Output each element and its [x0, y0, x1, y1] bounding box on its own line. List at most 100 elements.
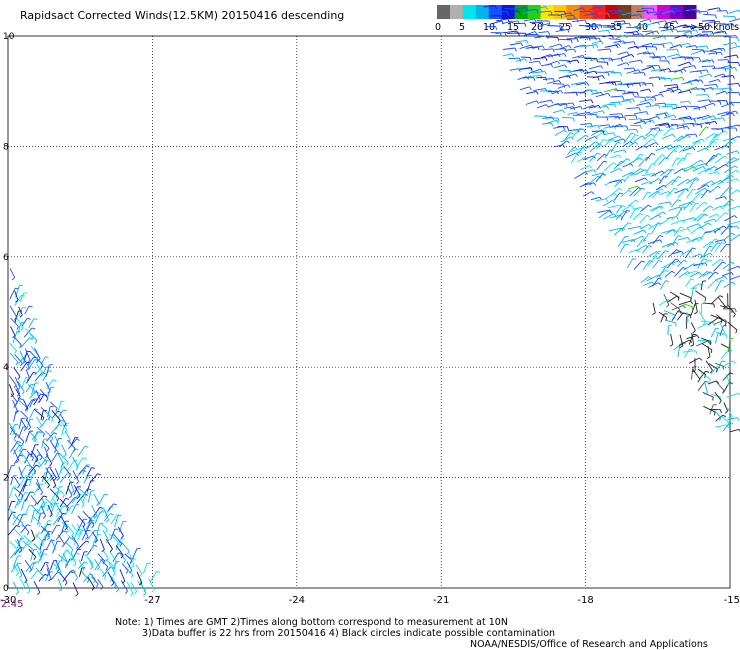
wind-barb-flag [625, 235, 629, 238]
wind-barb-flag [657, 222, 661, 226]
wind-barb [17, 354, 27, 365]
wind-barb [558, 74, 569, 79]
wind-barb [686, 57, 700, 59]
wind-barb-flag [700, 253, 703, 257]
legend-swatch [475, 5, 490, 19]
wind-barb-flag [709, 378, 711, 383]
wind-barb [586, 113, 597, 116]
wind-barb [46, 432, 55, 442]
wind-barb-flag [709, 24, 713, 29]
wind-barb-flag [658, 105, 661, 109]
wind-barb [112, 533, 123, 544]
wind-barb [698, 126, 707, 136]
wind-barb-flag [618, 43, 621, 47]
wind-barb-flag [729, 337, 734, 340]
wind-barb-flag [704, 374, 707, 379]
wind-barb [67, 534, 76, 543]
wind-barb-flag [712, 102, 716, 107]
wind-barb [672, 250, 682, 255]
wind-barb [617, 158, 628, 167]
wind-barb [607, 23, 620, 27]
wind-barb [118, 526, 124, 537]
wind-barb-flag [39, 550, 42, 555]
wind-barb [674, 34, 686, 39]
wind-barb [33, 580, 41, 593]
wind-barb [691, 253, 701, 258]
wind-barb [676, 134, 688, 142]
wind-barb-flag [719, 295, 724, 298]
wind-barb [691, 48, 704, 51]
wind-barb-flag [57, 410, 62, 413]
wind-barb-flag [64, 527, 68, 531]
wind-barb-flag [121, 580, 126, 584]
wind-barb [724, 34, 736, 38]
wind-barb-flag [551, 123, 554, 127]
wind-barb-flag [75, 466, 79, 471]
wind-barb [714, 155, 725, 164]
wind-barb-flag [650, 98, 654, 103]
wind-barb [633, 96, 645, 98]
wind-barb [702, 115, 714, 121]
wind-barb [551, 90, 561, 95]
wind-barb [33, 408, 45, 418]
wind-barb [121, 563, 129, 571]
wind-barb-flag [715, 138, 719, 141]
wind-barb [692, 368, 701, 380]
wind-barb [658, 311, 667, 318]
wind-barb-flag [500, 15, 503, 20]
wind-barb [705, 154, 715, 166]
wind-barb-flag [591, 191, 595, 195]
wind-barb-flag [697, 140, 702, 144]
wind-barb-flag [726, 10, 729, 15]
wind-barb-flag [49, 514, 53, 518]
wind-barb-flag [30, 491, 34, 493]
wind-barb-flag [654, 97, 657, 101]
wind-barb-flag [573, 15, 576, 19]
wind-barb-flag [698, 106, 701, 111]
wind-barb [120, 541, 130, 552]
wind-barb-flag [564, 53, 567, 57]
wind-barb [630, 235, 643, 243]
wind-barb-flag [33, 556, 37, 560]
wind-barb-flag [57, 571, 62, 574]
wind-barb-flag [717, 171, 720, 176]
wind-barb [591, 91, 602, 95]
wind-barb-flag [32, 372, 37, 374]
wind-barb [702, 241, 712, 248]
wind-barb-flag [49, 463, 53, 467]
wind-barb-flag [710, 369, 713, 374]
wind-barb [620, 189, 629, 198]
wind-barb-flag [536, 9, 539, 14]
wind-barb [673, 24, 687, 29]
wind-barb-flag [669, 201, 672, 206]
wind-barb [641, 66, 653, 71]
wind-barb-flag [600, 5, 603, 10]
wind-barb [635, 244, 646, 252]
wind-barb [24, 559, 32, 570]
wind-barb [91, 505, 98, 516]
wind-barb [614, 227, 623, 236]
wind-barb [126, 561, 133, 571]
wind-barb-flag [602, 110, 605, 115]
wind-barb [723, 54, 737, 58]
wind-barb-flag [616, 44, 619, 49]
wind-barb [549, 43, 561, 48]
wind-barb-flag [724, 322, 727, 326]
wind-barb [18, 485, 25, 497]
wind-barb-flag [687, 152, 692, 155]
wind-barb-flag [56, 524, 61, 527]
wind-barb [699, 24, 711, 29]
wind-barb [490, 20, 502, 25]
wind-barb [22, 540, 33, 550]
wind-barb [589, 143, 600, 153]
wind-barb [17, 322, 22, 334]
wind-barb [66, 549, 74, 558]
wind-barb [516, 6, 527, 10]
wind-barb-flag [652, 8, 655, 12]
wind-barb [654, 102, 665, 105]
wind-barb [646, 11, 656, 14]
wind-barb-flag [597, 77, 600, 81]
wind-barb [652, 93, 662, 98]
wind-barb-flag [682, 305, 686, 309]
wind-barb [9, 342, 17, 351]
